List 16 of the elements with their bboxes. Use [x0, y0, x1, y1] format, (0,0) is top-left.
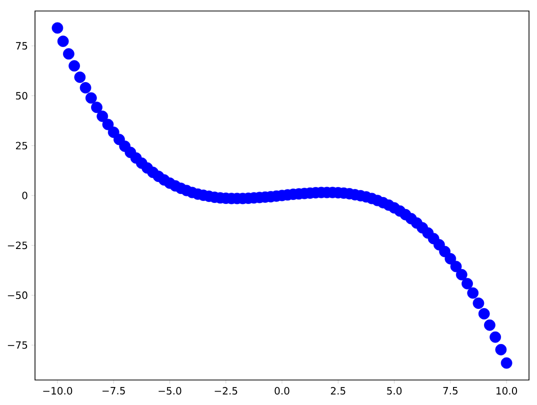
- y-tick-label: −75: [8, 341, 28, 349]
- y-tick-label: 0: [22, 192, 28, 200]
- x-tick-label: −5.0: [158, 387, 182, 395]
- x-tick-label: −7.5: [102, 387, 125, 394]
- y-tick-label: −50: [8, 291, 28, 300]
- x-tick-label: 5.0: [387, 387, 402, 395]
- x-tick-label: −2.5: [214, 387, 238, 395]
- y-tick-label: 50: [16, 92, 28, 100]
- x-tick-label: 2.5: [330, 387, 346, 395]
- x-tick-label: 10.0: [496, 387, 518, 395]
- y-tick-label: −25: [8, 242, 28, 250]
- x-tick-label: −10.0: [43, 387, 72, 395]
- y-tick-label: 25: [16, 142, 28, 150]
- y-tick-label: 75: [16, 42, 28, 50]
- x-tick-label: 0.0: [274, 387, 290, 395]
- x-tick-label: 7.5: [443, 387, 458, 394]
